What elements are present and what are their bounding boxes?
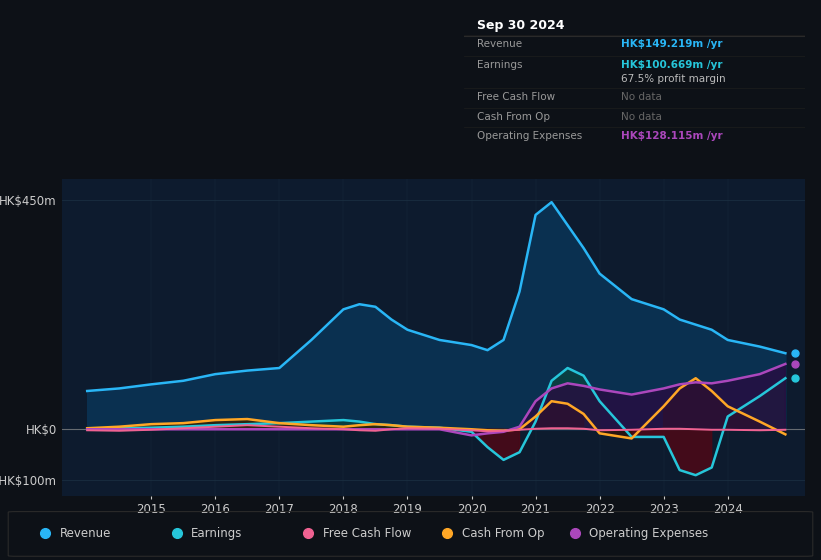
Text: No data: No data: [621, 92, 662, 102]
Text: Revenue: Revenue: [60, 527, 112, 540]
Text: Operating Expenses: Operating Expenses: [589, 527, 709, 540]
Text: Free Cash Flow: Free Cash Flow: [323, 527, 411, 540]
Text: Cash From Op: Cash From Op: [478, 111, 551, 122]
Text: 67.5% profit margin: 67.5% profit margin: [621, 74, 725, 85]
Text: HK$128.115m /yr: HK$128.115m /yr: [621, 131, 722, 141]
Text: Operating Expenses: Operating Expenses: [478, 131, 583, 141]
Text: Earnings: Earnings: [191, 527, 243, 540]
Text: Revenue: Revenue: [478, 39, 523, 49]
Text: HK$149.219m /yr: HK$149.219m /yr: [621, 39, 722, 49]
Text: Earnings: Earnings: [478, 59, 523, 69]
Text: Cash From Op: Cash From Op: [462, 527, 544, 540]
Text: Free Cash Flow: Free Cash Flow: [478, 92, 556, 102]
Text: No data: No data: [621, 111, 662, 122]
Text: HK$100.669m /yr: HK$100.669m /yr: [621, 59, 722, 69]
Text: Sep 30 2024: Sep 30 2024: [478, 18, 565, 31]
